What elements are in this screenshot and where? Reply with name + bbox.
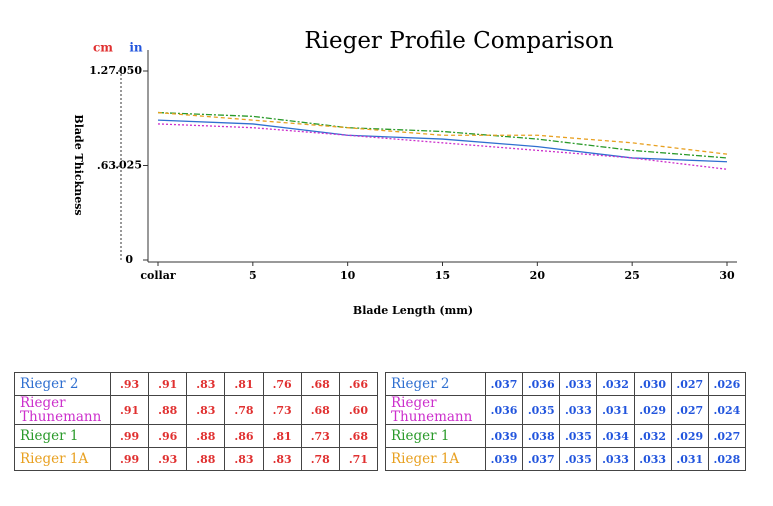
in-value: .036 [484, 395, 524, 425]
in-value: .027 [707, 424, 747, 448]
in-value: .033 [559, 395, 598, 425]
in-value: .030 [633, 372, 672, 396]
x-tick-label: 30 [719, 269, 735, 282]
in-value: .026 [707, 372, 747, 396]
cm-value: .60 [338, 395, 379, 425]
in-value: .039 [484, 447, 524, 471]
row-name: Rieger 1 [14, 424, 111, 448]
cm-value: .66 [338, 372, 379, 396]
in-value: .032 [596, 372, 635, 396]
row-name: Rieger 2 [14, 372, 111, 396]
y-unit: in [129, 41, 143, 55]
in-table: Rieger 2.037.036.033.032.030.027.026 Rieg… [385, 372, 747, 471]
cm-value: .88 [148, 395, 188, 425]
table-row: Rieger Thunemann .036.035.033.031.029.027… [385, 395, 747, 425]
series-line [157, 123, 728, 170]
table-row: Rieger 1A .99.93.88.83.83.78.71 [14, 447, 379, 471]
row-name: Rieger 1 [385, 424, 486, 448]
cm-value: .83 [262, 447, 302, 471]
table-row: Rieger 2.037.036.033.032.030.027.026 [385, 372, 747, 396]
row-name: Rieger 1A [14, 447, 111, 471]
in-value: .037 [484, 372, 524, 396]
table-row: Rieger 2.93.91.83.81.76.68.66 [14, 372, 379, 396]
in-value: .035 [522, 395, 561, 425]
cm-value: .99 [109, 424, 150, 448]
cm-value: .91 [109, 395, 150, 425]
row-name: Rieger 2 [385, 372, 486, 396]
chart: Rieger Profile Comparison cm in Blade Th… [72, 28, 737, 317]
x-tick-label: collar [140, 269, 176, 282]
row-name: Rieger Thunemann [14, 395, 111, 425]
chart-title: Rieger Profile Comparison [304, 28, 614, 54]
in-value: .037 [522, 447, 561, 471]
in-value: .032 [633, 424, 672, 448]
y-tick-label: .025 [115, 159, 142, 172]
in-value: .024 [707, 395, 747, 425]
cm-value: .93 [109, 372, 150, 396]
row-name: Rieger 1A [385, 447, 486, 471]
cm-value: .83 [224, 447, 264, 471]
cm-value: .68 [300, 395, 340, 425]
series-line [157, 119, 728, 163]
cm-value: .68 [300, 372, 340, 396]
cm-value: .88 [186, 424, 226, 448]
series-line [157, 111, 728, 159]
in-value: .027 [670, 372, 709, 396]
y2-unit: cm [93, 41, 113, 55]
cm-value: .73 [262, 395, 302, 425]
cm-table: Rieger 2.93.91.83.81.76.68.66 Rieger Thun… [14, 372, 379, 471]
in-value: .031 [596, 395, 635, 425]
cm-value: .96 [148, 424, 188, 448]
cm-value: .68 [338, 424, 379, 448]
series-line [157, 111, 728, 155]
in-value: .033 [559, 372, 598, 396]
x-tick-label: 10 [340, 269, 356, 282]
y2-tick-label: 1.27 [89, 64, 116, 77]
x-tick-label: 15 [435, 269, 450, 282]
y-tick-label: 0 [125, 253, 133, 266]
y2-tick-label: .63 [97, 159, 116, 172]
cm-value: .83 [186, 372, 226, 396]
y-tick-label: .050 [115, 64, 142, 77]
cm-value: .93 [148, 447, 188, 471]
cm-value: .81 [262, 424, 302, 448]
table-row: Rieger 1.99.96.88.86.81.73.68 [14, 424, 379, 448]
in-value: .028 [707, 447, 747, 471]
table-row: Rieger Thunemann .91.88.83.78.73.68.60 [14, 395, 379, 425]
x-axis-label: Blade Length (mm) [353, 304, 473, 317]
in-value: .038 [522, 424, 561, 448]
cm-value: .71 [338, 447, 379, 471]
in-value: .029 [670, 424, 709, 448]
table-row: Rieger 1.039.038.035.034.032.029.027 [385, 424, 747, 448]
cm-value: .76 [262, 372, 302, 396]
in-value: .033 [633, 447, 672, 471]
cm-value: .81 [224, 372, 264, 396]
cm-value: .86 [224, 424, 264, 448]
in-value: .033 [596, 447, 635, 471]
in-value: .039 [484, 424, 524, 448]
in-value: .031 [670, 447, 709, 471]
cm-value: .78 [224, 395, 264, 425]
in-value: .029 [633, 395, 672, 425]
cm-value: .88 [186, 447, 226, 471]
x-tick-label: 5 [249, 269, 257, 282]
cm-value: .73 [300, 424, 340, 448]
in-value: .027 [670, 395, 709, 425]
cm-value: .83 [186, 395, 226, 425]
in-value: .035 [559, 424, 598, 448]
table-row: Rieger 1A .039.037.035.033.033.031.028 [385, 447, 747, 471]
cm-value: .91 [148, 372, 188, 396]
cm-value: .99 [109, 447, 150, 471]
in-value: .034 [596, 424, 635, 448]
x-tick-label: 25 [625, 269, 640, 282]
x-tick-label: 20 [530, 269, 546, 282]
row-name: Rieger Thunemann [385, 395, 486, 425]
cm-value: .78 [300, 447, 340, 471]
y-axis-label: Blade Thickness [72, 114, 85, 215]
in-value: .035 [559, 447, 598, 471]
in-value: .036 [522, 372, 561, 396]
